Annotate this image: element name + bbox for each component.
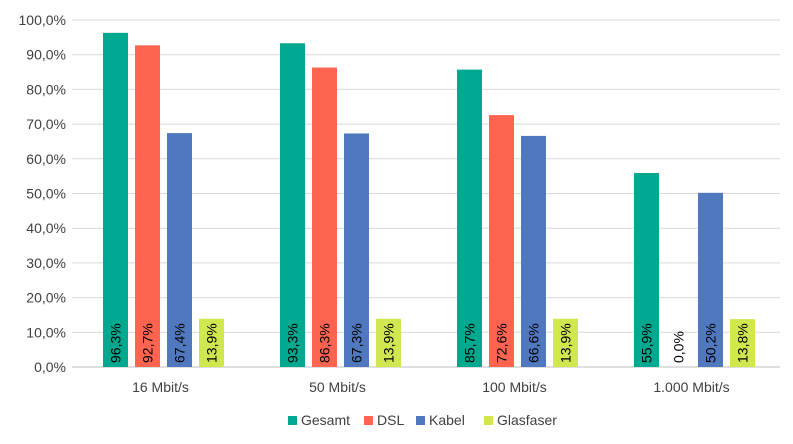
legend-swatch — [484, 416, 493, 425]
bar-dsl-2 — [489, 115, 514, 367]
bar-glasfaser-0 — [199, 318, 224, 367]
data-labels: 96,3% 92,7% 67,4% 13,9% 93,3% 86,3% 67,3% 13,9%… — [108, 323, 751, 363]
bar-gesamt-2 — [457, 69, 482, 367]
bar-gesamt-3 — [634, 173, 659, 367]
data-label: 13,9% — [204, 323, 220, 363]
bar-gesamt-1 — [280, 43, 305, 368]
x-category-label: 1.000 Mbit/s — [653, 379, 729, 395]
y-tick-label: 70,0% — [26, 116, 66, 132]
legend-swatch — [288, 416, 297, 425]
y-tick-label: 100,0% — [19, 12, 66, 28]
y-tick-label: 30,0% — [26, 255, 66, 271]
legend-swatch — [416, 416, 425, 425]
data-label: 0,0% — [671, 331, 687, 363]
data-label: 72,6% — [494, 323, 510, 363]
bar-glasfaser-3 — [730, 319, 755, 367]
legend-item-kabel: Kabel — [416, 412, 465, 428]
data-label: 55,9% — [639, 323, 655, 363]
data-label: 13,8% — [735, 323, 751, 363]
x-category-label: 100 Mbit/s — [482, 379, 547, 395]
data-label: 67,4% — [172, 323, 188, 363]
bar-glasfaser-2 — [553, 318, 578, 367]
bar-glasfaser-1 — [376, 318, 401, 367]
y-tick-label: 40,0% — [26, 220, 66, 236]
y-tick-label: 90,0% — [26, 47, 66, 63]
data-label: 96,3% — [108, 323, 124, 363]
data-label: 13,9% — [558, 323, 574, 363]
x-category-label: 50 Mbit/s — [309, 379, 366, 395]
bar-gesamt-0 — [103, 32, 128, 368]
bar-kabel-3 — [698, 192, 723, 367]
legend-item-glasfaser: Glasfaser — [484, 412, 557, 428]
y-tick-label: 60,0% — [26, 151, 66, 167]
data-label: 50,2% — [703, 323, 719, 363]
data-label: 93,3% — [285, 323, 301, 363]
x-category-label: 16 Mbit/s — [132, 379, 189, 395]
data-label: 67,3% — [349, 323, 365, 363]
data-label: 66,6% — [526, 323, 542, 363]
legend-item-dsl: DSL — [364, 412, 404, 428]
legend: Gesamt DSL Kabel Glasfaser — [288, 412, 557, 428]
data-label: 85,7% — [462, 323, 478, 363]
y-tick-label: 0,0% — [34, 359, 66, 375]
bars — [103, 32, 755, 368]
legend-swatch — [364, 416, 373, 425]
data-label: 92,7% — [140, 323, 156, 363]
data-label: 13,9% — [381, 323, 397, 363]
y-tick-label: 80,0% — [26, 81, 66, 97]
legend-label: Gesamt — [301, 412, 350, 428]
bar-dsl-1 — [312, 67, 337, 367]
x-axis-categories: 16 Mbit/s 50 Mbit/s 100 Mbit/s 1.000 Mbit/s — [132, 379, 730, 395]
bar-kabel-0 — [167, 133, 192, 367]
legend-label: Kabel — [429, 412, 465, 428]
y-tick-label: 50,0% — [26, 186, 66, 202]
y-tick-label: 10,0% — [26, 324, 66, 340]
legend-label: DSL — [377, 412, 404, 428]
bar-kabel-2 — [521, 135, 546, 367]
y-axis-ticks: 0,0% 10,0% 20,0% 30,0% 40,0% 50,0% 60,0% 70,0% 8… — [19, 12, 66, 375]
bar-kabel-1 — [344, 133, 369, 367]
y-tick-label: 20,0% — [26, 290, 66, 306]
legend-item-gesamt: Gesamt — [288, 412, 350, 428]
data-label: 86,3% — [317, 323, 333, 363]
bar-dsl-0 — [135, 45, 160, 368]
legend-label: Glasfaser — [497, 412, 557, 428]
